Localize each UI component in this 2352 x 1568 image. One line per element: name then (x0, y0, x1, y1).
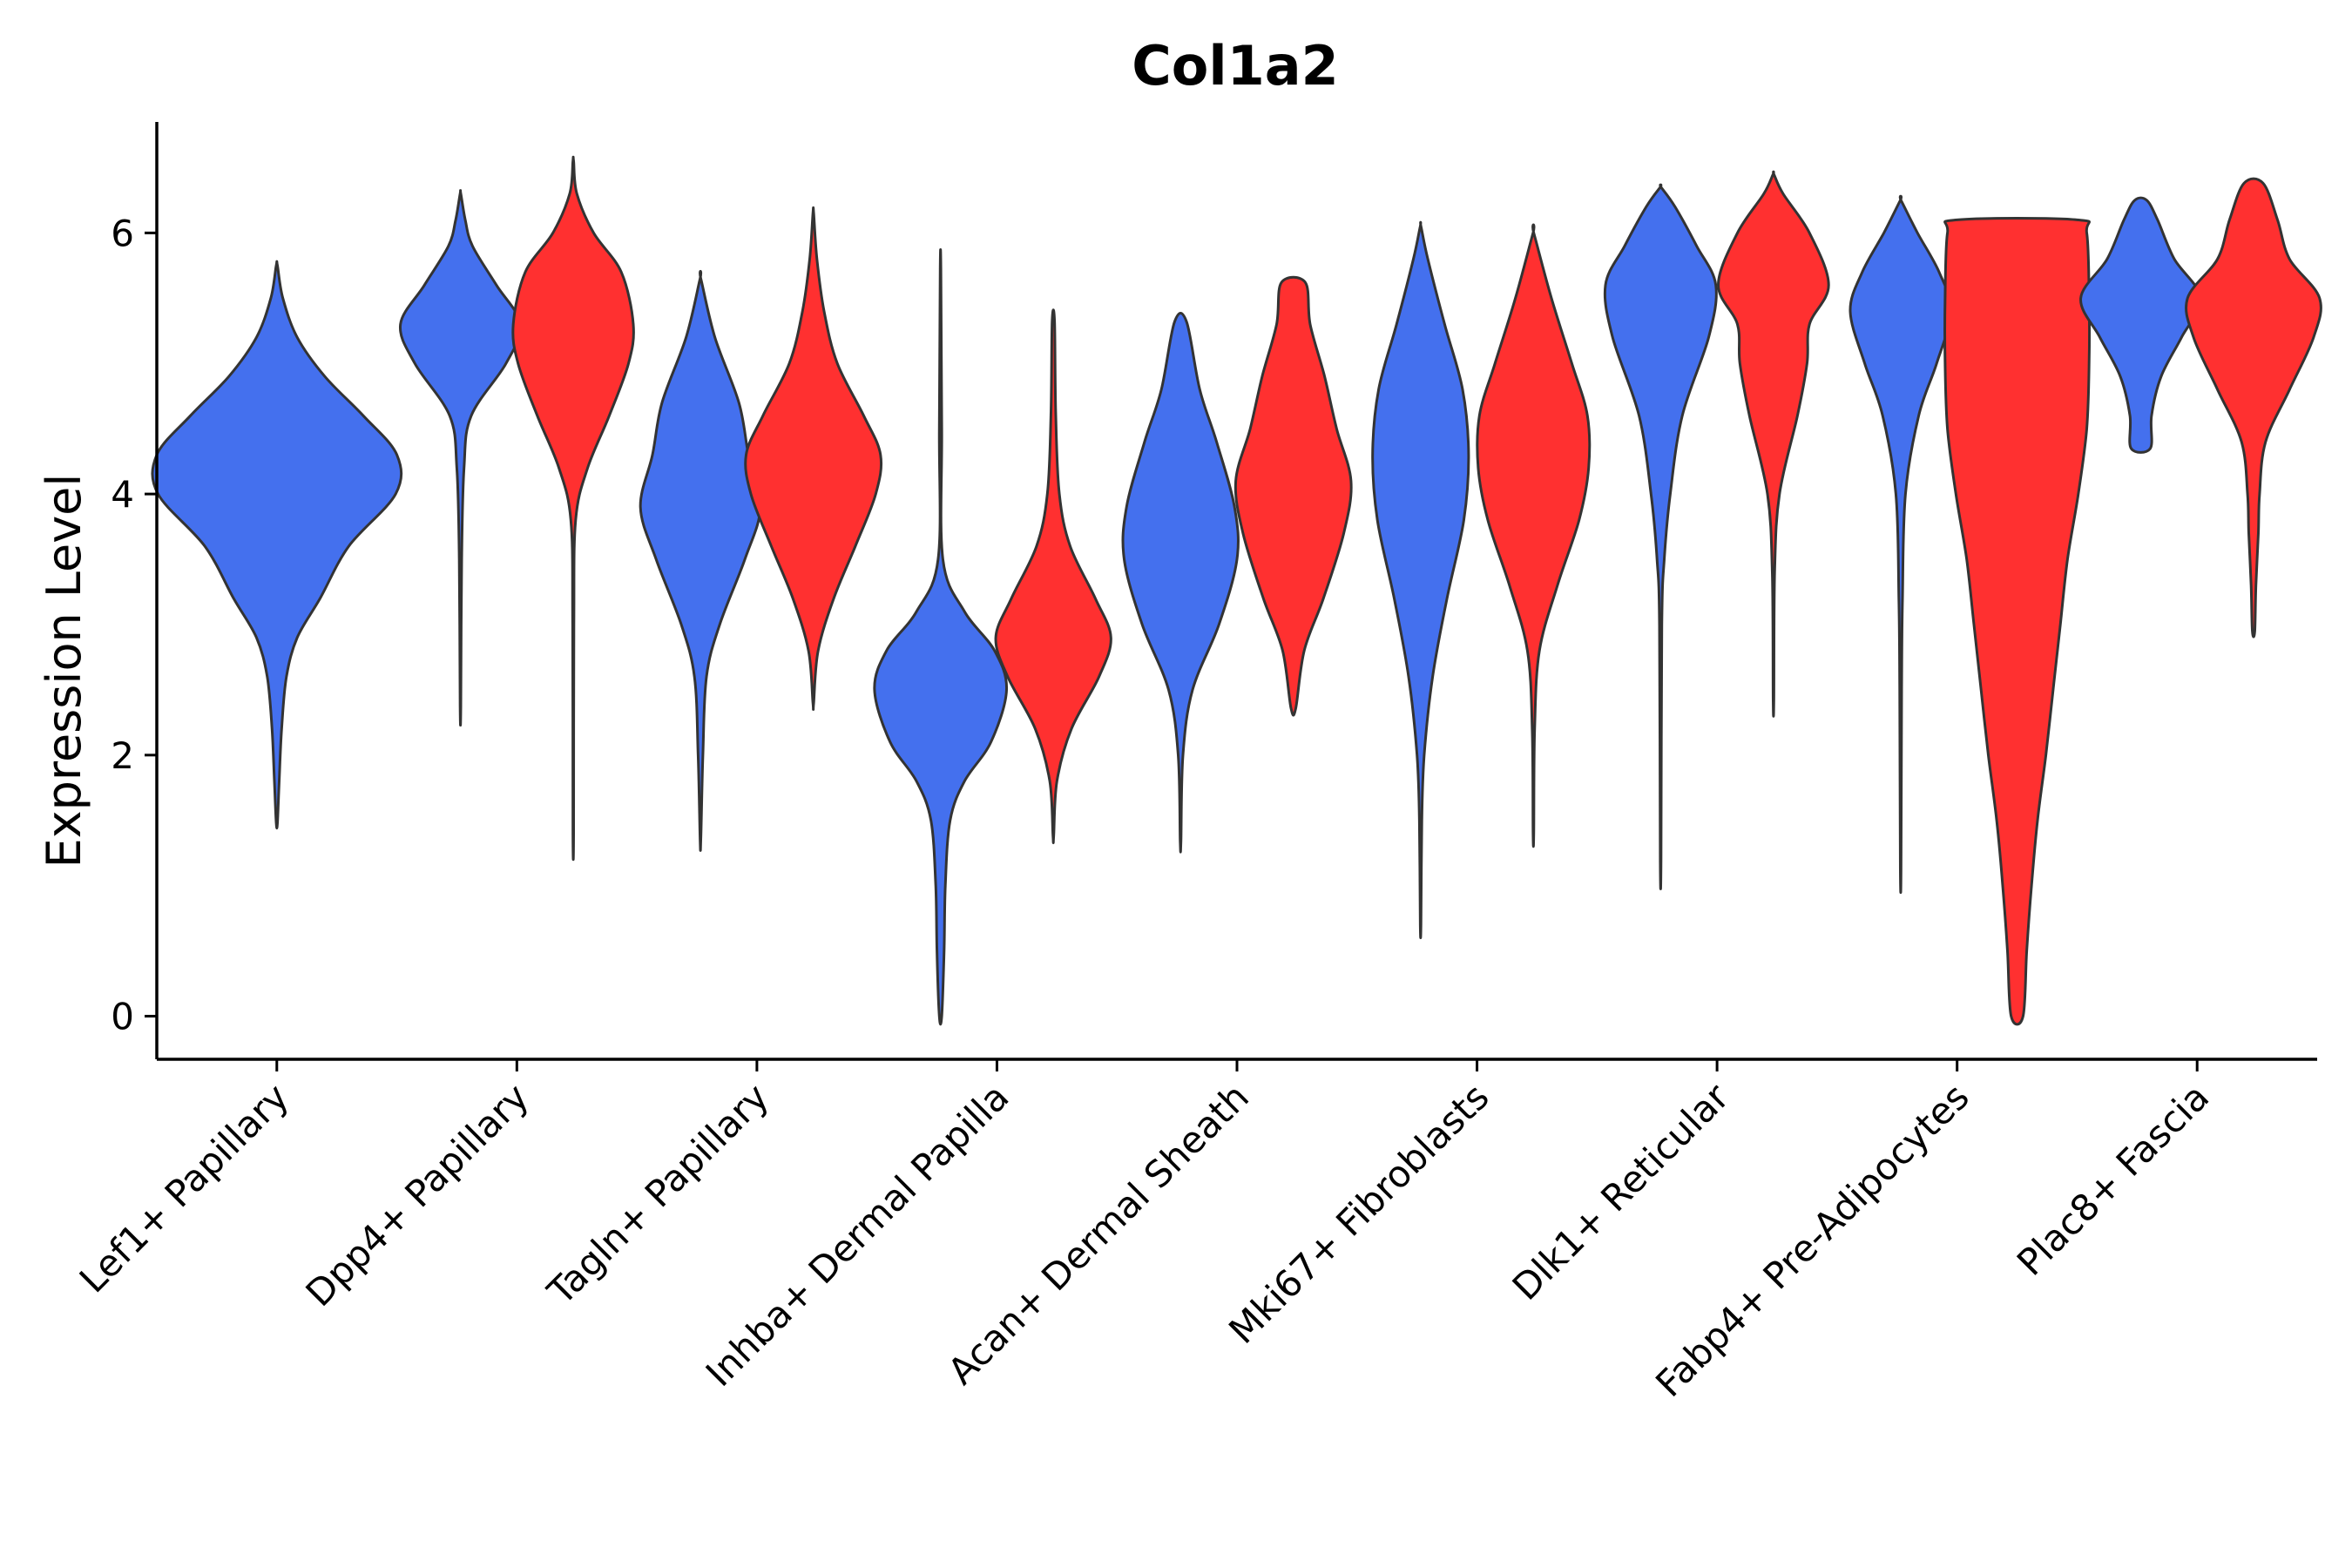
violin-red-inhba-dermal-papilla (994, 308, 1112, 845)
y-axis-label: Expression Level (37, 474, 91, 868)
violin-red-plac8-fascia (2185, 177, 2322, 639)
violin-blue-acan-dermal-sheath (1121, 312, 1240, 854)
y-tick-label: 4 (111, 473, 134, 516)
violin-red-fabp4-pre-adipocytes (1943, 217, 2092, 1026)
violin-red-dlk1-reticular (1717, 170, 1830, 718)
y-tick-label: 0 (111, 996, 134, 1038)
violin-red-acan-dermal-sheath (1233, 275, 1353, 717)
y-ticks: 0 2 4 6 (111, 212, 157, 1038)
violin-red-dpp4-papillary (511, 155, 635, 861)
violin-blue-mki67-fibroblasts (1371, 220, 1470, 940)
violin-blue-dpp4-papillary (399, 189, 523, 727)
chart-title: Col1a2 (1132, 34, 1338, 98)
violin-blue-plac8-fascia (2079, 196, 2202, 454)
violin-blue-lef1-papillary (151, 260, 403, 830)
violin-blue-fabp4-pre-adipocytes (1848, 194, 1953, 894)
violin-red-mki67-fibroblasts (1476, 223, 1592, 848)
y-tick-label: 2 (111, 734, 134, 777)
violin-blue-inhba-dermal-papilla (873, 248, 1009, 1026)
violin-layer (151, 155, 2322, 1026)
y-tick-label: 6 (111, 212, 134, 254)
violin-blue-tagln-papillary (639, 269, 762, 852)
violin-blue-dlk1-reticular (1603, 183, 1718, 890)
violin-red-tagln-papillary (744, 206, 883, 711)
